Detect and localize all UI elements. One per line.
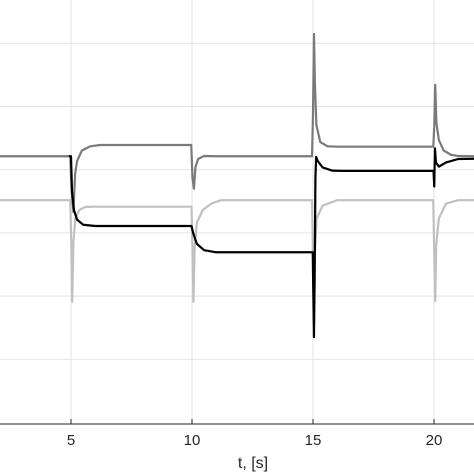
x-tick-label: 10 bbox=[184, 432, 201, 449]
series-line-1 bbox=[0, 32, 474, 214]
series-layer bbox=[0, 32, 474, 339]
x-tick-label: 20 bbox=[426, 432, 443, 449]
series-line-2 bbox=[0, 199, 474, 328]
y-gridlines bbox=[0, 42, 474, 360]
x-tick-label: 15 bbox=[305, 432, 322, 449]
series-line-3 bbox=[68, 147, 474, 339]
x-axis-label: t, [s] bbox=[238, 455, 268, 472]
x-gridlines bbox=[70, 0, 435, 424]
x-axis-ticks: 5 10 15 20 bbox=[67, 419, 443, 449]
x-tick-label: 5 bbox=[67, 432, 75, 449]
